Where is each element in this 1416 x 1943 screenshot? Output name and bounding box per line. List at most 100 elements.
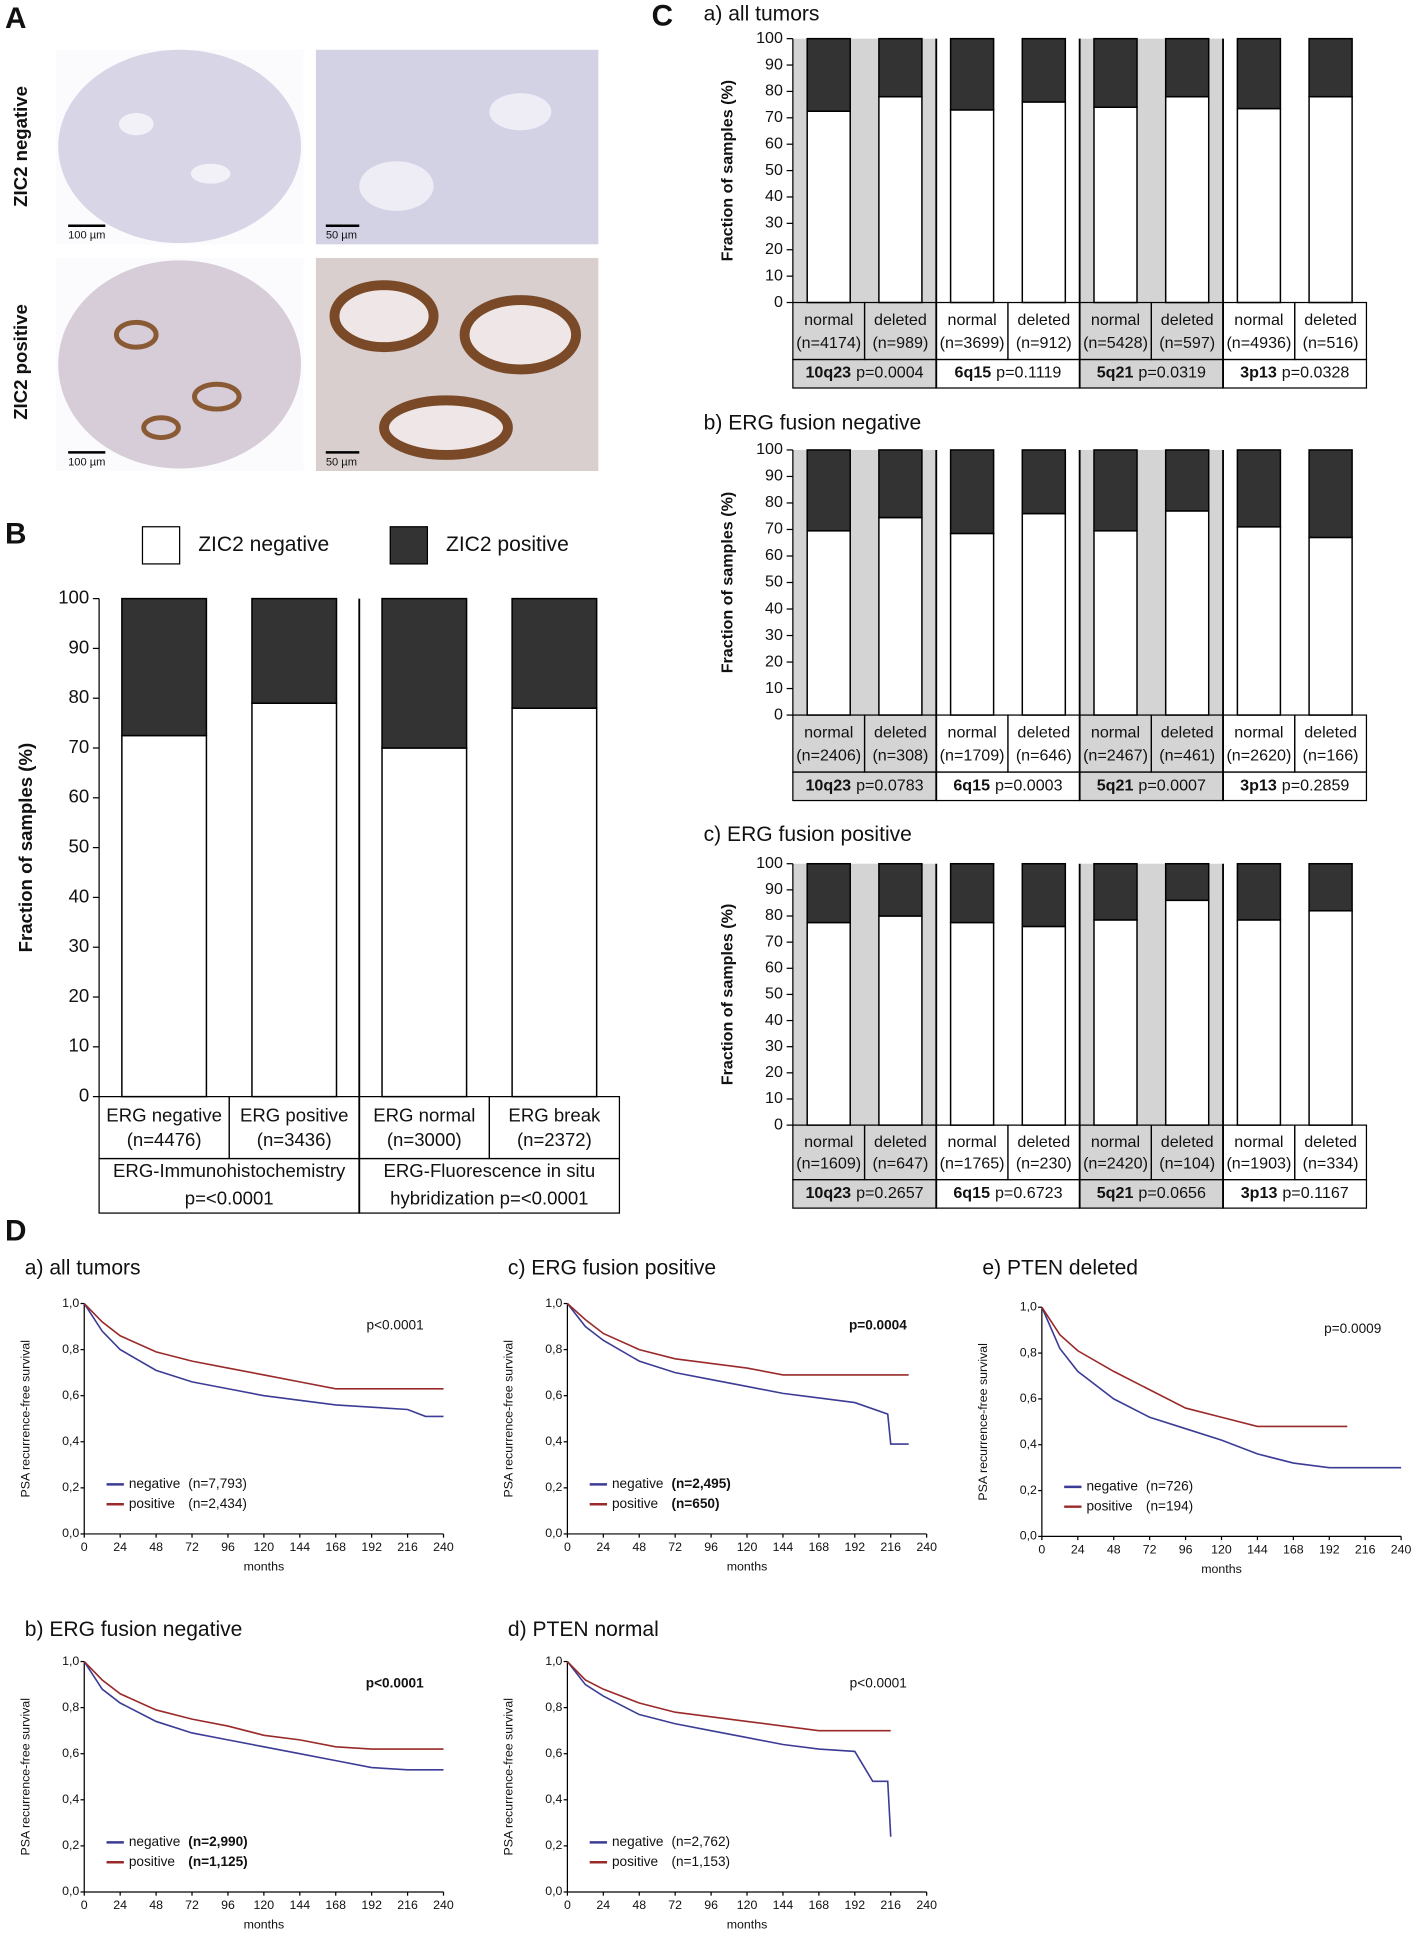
x-tick-label: normal: [1234, 311, 1283, 329]
x-tick-label: 168: [325, 1540, 346, 1554]
x-tick-label: 0: [564, 1540, 571, 1554]
x-tick-label: deleted: [1017, 1133, 1070, 1151]
x-tick-label: 144: [773, 1898, 794, 1912]
group-label: hybridization p=<0.0001: [390, 1187, 588, 1208]
x-tick-label: 48: [1107, 1542, 1121, 1556]
x-tick-label: 96: [221, 1898, 235, 1912]
legend-label: ZIC2 positive: [446, 533, 569, 556]
bar-segment: [1308, 95, 1353, 304]
y-tick-label: 0: [774, 293, 783, 311]
group-stat: p=0.2859: [1282, 777, 1350, 795]
bar-segment: [1021, 37, 1067, 103]
y-tick-label: 20: [69, 985, 90, 1006]
bar-segment: [1093, 37, 1138, 109]
category-count: (n=3699): [940, 334, 1005, 352]
group-label: 10q23 p=0.2657: [805, 1184, 923, 1202]
group-stat: p=0.0328: [1282, 364, 1350, 382]
p-value: p<0.0001: [366, 1675, 424, 1690]
y-tick-label: 0,8: [62, 1700, 79, 1714]
survival-curve: [566, 1660, 891, 1732]
x-tick-label: 72: [668, 1898, 682, 1912]
group-stat: p=0.0319: [1138, 364, 1206, 382]
group-label: ERG-Fluorescence in situ: [384, 1160, 596, 1181]
y-tick-label: 70: [765, 932, 783, 950]
survival-chart: b) ERG fusion negative 0,0 0,2 0,4 0,6 0,8 1,0…: [18, 1618, 454, 1932]
bar-segment: [511, 707, 598, 1098]
y-tick-label: 0,4: [62, 1792, 79, 1806]
x-tick-label: ERG normal: [373, 1104, 475, 1125]
legend-count: (n=2,762): [671, 1834, 730, 1849]
x-axis-label: months: [1201, 1562, 1242, 1576]
bar-segment: [1236, 526, 1282, 716]
category-count: (n=989): [872, 334, 928, 352]
y-tick-label: 0,8: [62, 1342, 79, 1356]
y-tick-label: 50: [69, 836, 90, 857]
survival-curve: [566, 1303, 909, 1445]
x-axis-label: months: [727, 1918, 768, 1932]
legend-label: negative: [612, 1476, 663, 1491]
y-tick-label: 0: [774, 705, 783, 723]
category-count: (n=597): [1159, 334, 1215, 352]
chart-title: a) all tumors: [704, 3, 820, 26]
y-tick-label: 70: [765, 520, 783, 538]
group-label: 10q23 p=0.0783: [805, 777, 923, 795]
group-name: 6q15: [953, 1184, 990, 1202]
bar-segment: [1021, 101, 1067, 304]
bar-segment: [1308, 536, 1353, 716]
category-count: (n=4476): [127, 1129, 202, 1150]
category-count: (n=646): [1016, 746, 1072, 764]
micrograph-panel: 100 µm 50 µm 100 µm 50 µm ZIC2 negative …: [10, 49, 599, 472]
x-tick-label: 24: [1071, 1542, 1085, 1556]
category-count: (n=647): [872, 1155, 928, 1173]
y-tick-label: 0,6: [62, 1746, 79, 1760]
bar-segment: [949, 532, 995, 716]
survival-chart: e) PTEN deleted 0,0 0,2 0,4 0,6 0,8 1,0 0 24 48 72…: [976, 1256, 1412, 1576]
x-tick-label: deleted: [1161, 311, 1214, 329]
panel-label: C: [652, 0, 673, 32]
x-tick-label: 72: [668, 1540, 682, 1554]
y-tick-label: 1,0: [545, 1654, 562, 1668]
legend-label: negative: [129, 1476, 180, 1491]
x-tick-label: ERG negative: [106, 1104, 222, 1125]
bar-segment: [251, 597, 338, 704]
y-tick-label: 30: [765, 214, 783, 232]
y-tick-label: 20: [765, 240, 783, 258]
y-tick-label: 0,0: [62, 1884, 79, 1898]
x-tick-label: 0: [564, 1898, 571, 1912]
x-tick-label: 240: [916, 1898, 937, 1912]
category-count: (n=3000): [387, 1129, 462, 1150]
y-tick-label: 100: [58, 587, 89, 608]
group-stat: p=0.1119: [996, 364, 1061, 382]
x-tick-label: deleted: [1161, 1133, 1214, 1151]
category-count: (n=2420): [1083, 1155, 1148, 1173]
survival-curve: [83, 1661, 444, 1771]
y-tick-label: 30: [69, 935, 90, 956]
gland: [141, 415, 181, 441]
gland: [113, 319, 159, 350]
bar-segment: [1093, 449, 1138, 532]
p-value: p=0.0009: [1324, 1321, 1381, 1336]
bar-chart: a) all tumors 0 10 20 30 40 50 60 70 80 90 100 Fract…: [704, 3, 1368, 389]
bar-segment: [806, 862, 851, 924]
category-count: (n=230): [1016, 1155, 1072, 1173]
y-tick-label: 0,2: [1020, 1483, 1037, 1497]
group-label: 3p13 p=0.2859: [1240, 777, 1349, 795]
x-tick-label: 24: [113, 1898, 127, 1912]
bar-segment: [878, 449, 923, 519]
category-count: (n=1609): [796, 1155, 861, 1173]
tissue-core: [58, 49, 302, 244]
legend-swatch: [389, 526, 429, 565]
x-tick-label: deleted: [1304, 1133, 1357, 1151]
x-tick-label: 144: [289, 1898, 310, 1912]
legend-label: positive: [612, 1854, 658, 1869]
group-label: 6q15 p=0.0003: [953, 777, 1062, 795]
y-tick-label: 1,0: [62, 1654, 79, 1668]
bar-segment: [806, 37, 851, 112]
category-count: (n=2372): [517, 1129, 592, 1150]
scale-label: 100 µm: [68, 456, 105, 468]
group-name: 10q23: [805, 1184, 851, 1202]
y-tick-label: 0,0: [545, 1526, 562, 1540]
y-tick-label: 100: [756, 440, 783, 458]
